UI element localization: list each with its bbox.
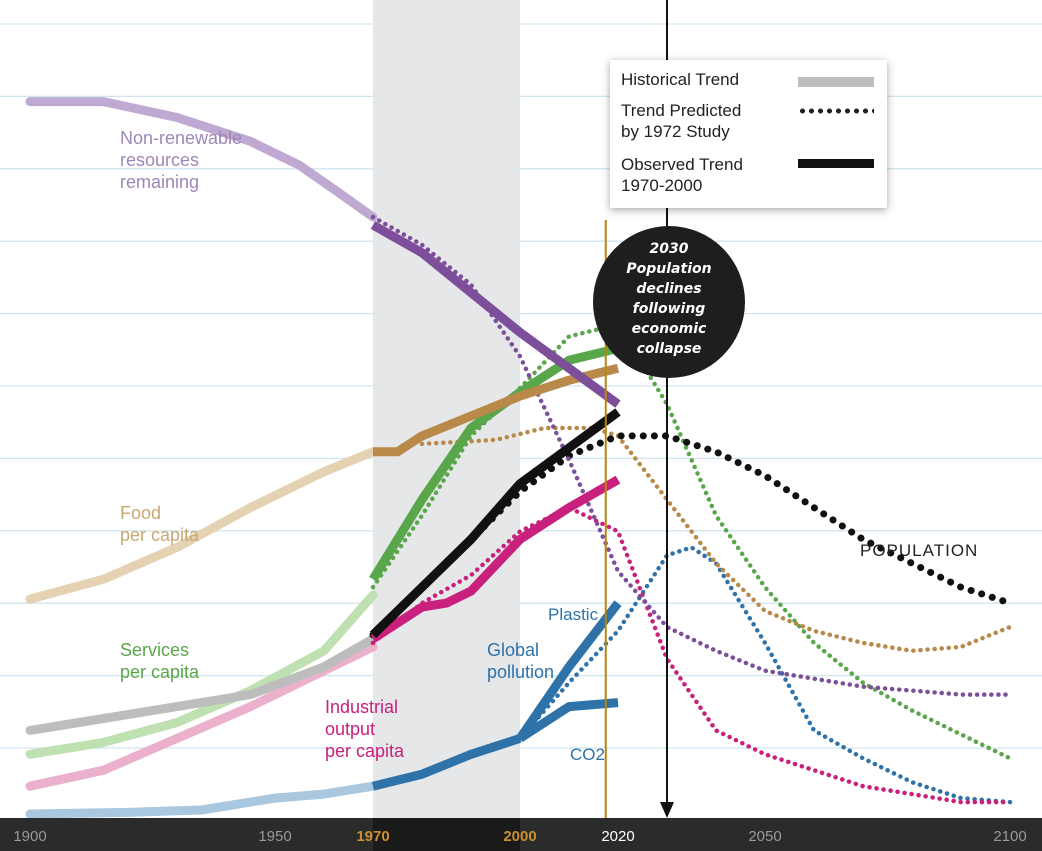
x-tick-label: 2100	[993, 828, 1026, 845]
collapse-callout: 2030 Population declines following econo…	[593, 226, 745, 378]
legend: Historical Trend Trend Predicted by 1972…	[610, 60, 887, 208]
label-plastic: Plastic	[548, 605, 599, 624]
label-co2: CO2	[570, 745, 605, 764]
legend-predicted-swatch	[798, 108, 874, 114]
label-industrial: Industrial output per capita	[325, 697, 405, 761]
callout-line: declines	[636, 281, 702, 297]
x-tick-label: 2050	[748, 828, 781, 845]
historical-line-resources	[25, 97, 378, 222]
label-population: POPULATION	[860, 541, 978, 560]
legend-predicted-label: Trend Predicted by 1972 Study	[621, 101, 742, 141]
callout-line: Population	[626, 261, 712, 277]
gridlines	[0, 23, 1042, 749]
label-food: Food per capita	[120, 503, 200, 545]
historical-line-pollution	[25, 781, 378, 819]
observed-line-population	[369, 408, 621, 639]
observed-line-pollution	[371, 734, 522, 791]
observed-line-resources	[370, 221, 621, 408]
legend-historical-swatch	[798, 77, 874, 87]
x-axis: 1900 1950 1970 2000 2020 2050 2100	[0, 818, 1042, 851]
observed-branch-co2	[517, 698, 619, 743]
label-pollution: Global pollution	[487, 640, 554, 682]
predicted-line-pollution	[517, 544, 1013, 805]
historical-line-food	[25, 447, 378, 604]
legend-observed-label: Observed Trend 1970-2000	[621, 155, 743, 195]
observed-branch-plastic	[516, 600, 622, 741]
historical-line-population	[25, 634, 378, 735]
observed-line-food	[373, 363, 620, 457]
observed-line-industrial	[370, 475, 621, 643]
callout-line: economic	[631, 321, 707, 337]
x-tick-label: 1900	[13, 828, 46, 845]
legend-historical-label: Historical Trend	[621, 70, 740, 89]
predicted-line-food	[419, 425, 1013, 654]
callout-line: following	[632, 301, 706, 317]
x-tick-label: 2000	[503, 828, 536, 845]
historical-line-services	[25, 590, 378, 759]
axis-bar	[0, 818, 1042, 851]
predicted-line-services	[370, 321, 1013, 761]
label-services: Services per capita	[120, 640, 200, 682]
axis-bar-highlight	[373, 818, 520, 851]
legend-observed-swatch	[798, 159, 874, 168]
predicted-line-population	[369, 432, 1014, 639]
predicted-line-industrial	[370, 505, 1013, 805]
callout-line: collapse	[636, 341, 702, 357]
x-tick-label: 1970	[356, 828, 389, 845]
x-tick-label: 2020	[601, 828, 634, 845]
callout-year: 2030	[649, 241, 689, 257]
x-tick-label: 1950	[258, 828, 291, 845]
series-lines	[25, 97, 1014, 819]
label-resources: Non-renewable resources remaining	[120, 128, 247, 192]
arrow-head	[660, 802, 674, 818]
